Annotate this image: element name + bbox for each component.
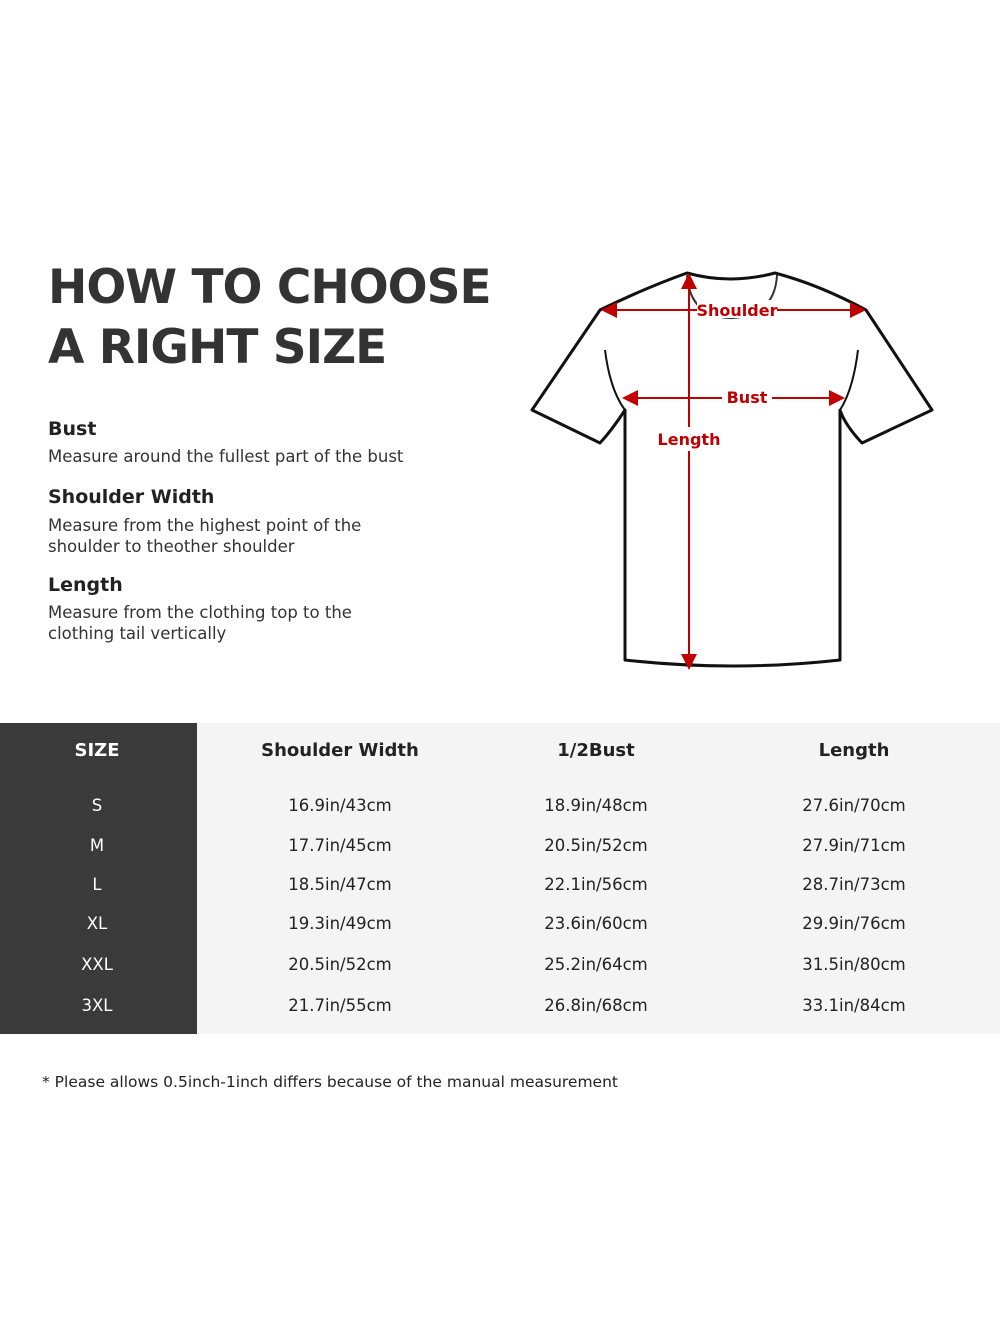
column-header: SIZE (74, 740, 120, 761)
bust-heading: Bust (48, 418, 97, 440)
table-cell: 16.9in/43cm (288, 796, 392, 815)
size-column (0, 723, 197, 1034)
bust-label: Bust (727, 388, 768, 407)
table-cell: 21.7in/55cm (288, 996, 392, 1015)
size-label: S (91, 796, 103, 815)
length-heading: Length (48, 574, 123, 596)
tshirt-diagram: Shoulder Bust Length (530, 271, 934, 670)
table-cell: 27.9in/71cm (802, 836, 906, 855)
table-cell: 27.6in/70cm (802, 796, 906, 815)
table-cell: 33.1in/84cm (802, 996, 906, 1015)
table-cell: 25.2in/64cm (544, 955, 648, 974)
column-header: 1/2Bust (557, 740, 635, 761)
size-label: XXL (81, 955, 113, 974)
column-header: Shoulder Width (261, 740, 419, 761)
table-cell: 29.9in/76cm (802, 914, 906, 933)
column-header: Length (818, 740, 890, 761)
table-cell: 31.5in/80cm (802, 955, 906, 974)
size-label: M (89, 836, 105, 855)
measurement-note: * Please allows 0.5inch-1inch differs be… (42, 1073, 618, 1091)
table-cell: 26.8in/68cm (544, 996, 648, 1015)
bust-description: Measure around the fullest part of the b… (48, 447, 404, 466)
size-label: L (92, 875, 102, 894)
page-title: HOW TO CHOOSE A RIGHT SIZE (48, 260, 492, 375)
table-cell: 23.6in/60cm (544, 914, 648, 933)
length-description: Measure from the clothing top to the clot… (48, 603, 352, 643)
table-cell: 22.1in/56cm (544, 875, 648, 894)
length-label: Length (658, 430, 721, 449)
size-label: XL (86, 914, 108, 933)
table-cell: 20.5in/52cm (288, 955, 392, 974)
table-cell: 17.7in/45cm (288, 836, 392, 855)
table-cell: 18.5in/47cm (288, 875, 392, 894)
table-cell: 19.3in/49cm (288, 914, 392, 933)
shoulder-label: Shoulder (697, 301, 778, 320)
tshirt-outline (530, 271, 934, 668)
table-cell: 28.7in/73cm (802, 875, 906, 894)
table-cell: 18.9in/48cm (544, 796, 648, 815)
shoulder-description: Measure from the highest point of the sho… (48, 516, 362, 556)
shoulder-heading: Shoulder Width (48, 486, 215, 508)
table-cell: 20.5in/52cm (544, 836, 648, 855)
size-table: SIZE Shoulder Width 1/2Bust Length S 16.9in/4… (0, 723, 1000, 1034)
size-label: 3XL (81, 996, 113, 1015)
